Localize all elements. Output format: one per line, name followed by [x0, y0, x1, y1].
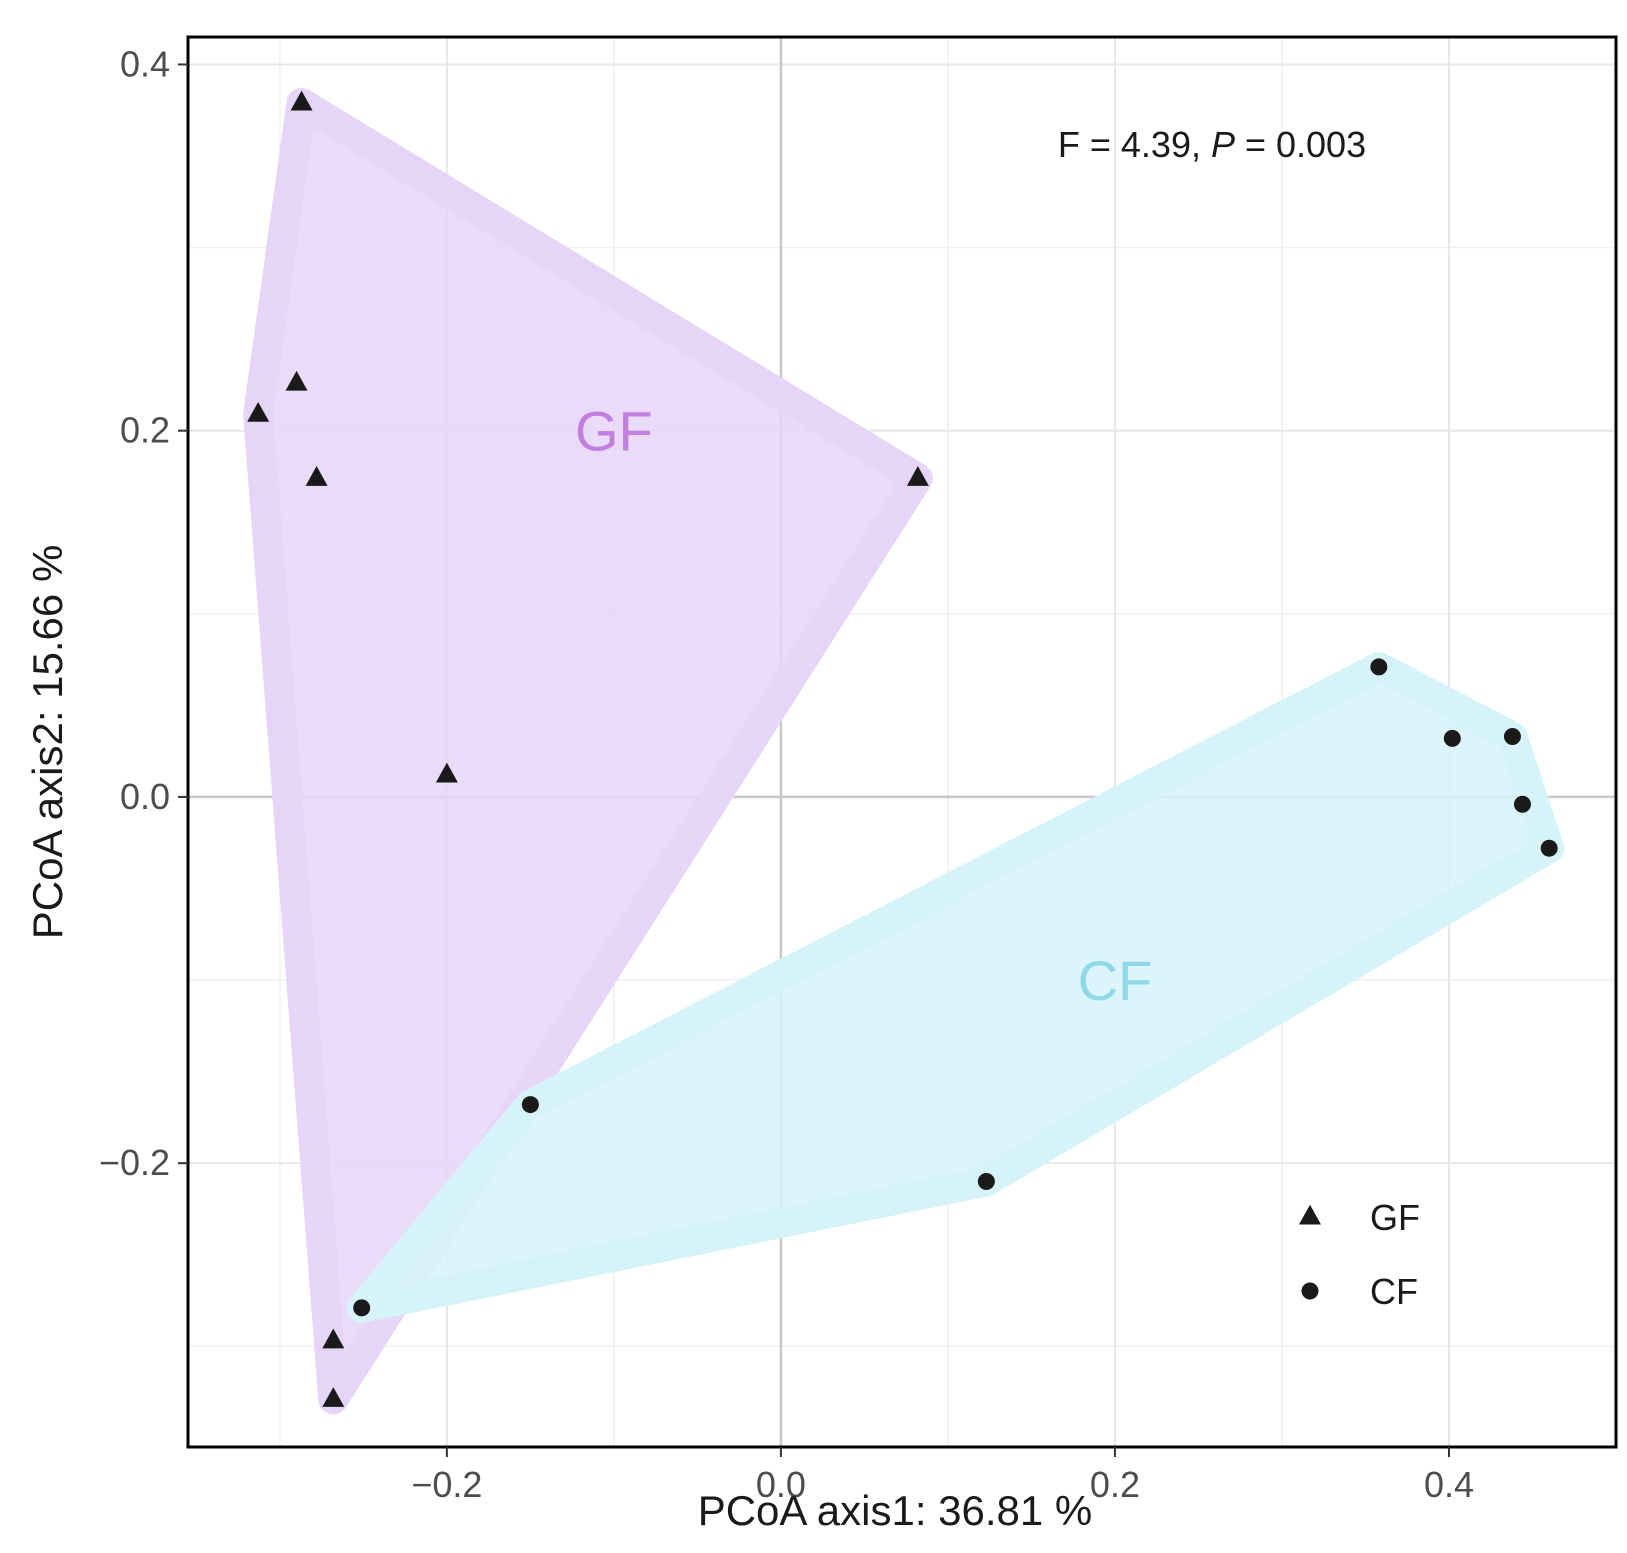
- point-gf: [322, 1387, 345, 1407]
- y-axis: −0.2 0.0 0.2 0.4: [99, 43, 188, 1183]
- x-tick-label: −0.2: [411, 1464, 482, 1505]
- point-gf: [247, 401, 270, 422]
- x-tick-label: 0.2: [1090, 1464, 1140, 1505]
- point-gf: [290, 90, 313, 111]
- point-cf: [977, 1172, 995, 1190]
- data-points: [247, 90, 1558, 1407]
- point-cf: [521, 1096, 539, 1114]
- y-tick-label: −0.2: [99, 1142, 170, 1183]
- statistics-annotation: F = 4.39, P = 0.003: [1058, 124, 1366, 165]
- y-tick-label: 0.0: [120, 776, 170, 817]
- annotation-p-symbol: P: [1211, 124, 1235, 165]
- point-cf: [1443, 729, 1461, 747]
- legend-label-cf: CF: [1370, 1271, 1418, 1312]
- point-cf: [1540, 839, 1558, 857]
- point-gf: [322, 1328, 345, 1349]
- legend-key-gf: [1299, 1204, 1321, 1225]
- point-gf: [305, 466, 328, 486]
- point-cf: [1503, 728, 1521, 746]
- group-labels: GF CF: [575, 400, 1152, 1012]
- group-label-gf: GF: [575, 400, 653, 463]
- y-tick-label: 0.4: [120, 43, 170, 84]
- plot-panel-border: [186, 35, 1618, 1449]
- x-axis: −0.2 0.0 0.2 0.4: [411, 1447, 1474, 1505]
- point-cf: [353, 1299, 371, 1317]
- point-cf: [1370, 658, 1388, 676]
- point-cf: [1513, 795, 1531, 813]
- annotation-suffix: = 0.003: [1235, 124, 1366, 165]
- legend-key-cf: [1301, 1282, 1319, 1300]
- legend: GF CF: [1299, 1197, 1420, 1312]
- x-tick-label: 0.0: [756, 1464, 806, 1505]
- point-gf: [435, 762, 458, 783]
- point-gf: [906, 466, 929, 486]
- annotation-prefix: F = 4.39,: [1058, 124, 1211, 165]
- point-gf: [285, 370, 308, 391]
- legend-label-gf: GF: [1370, 1197, 1420, 1238]
- y-tick-label: 0.2: [120, 410, 170, 451]
- y-axis-title: PCoA axis2: 15.66 %: [24, 545, 71, 940]
- group-label-cf: CF: [1078, 949, 1153, 1012]
- x-axis-title: PCoA axis1: 36.81 %: [698, 1487, 1093, 1534]
- x-tick-label: 0.4: [1424, 1464, 1474, 1505]
